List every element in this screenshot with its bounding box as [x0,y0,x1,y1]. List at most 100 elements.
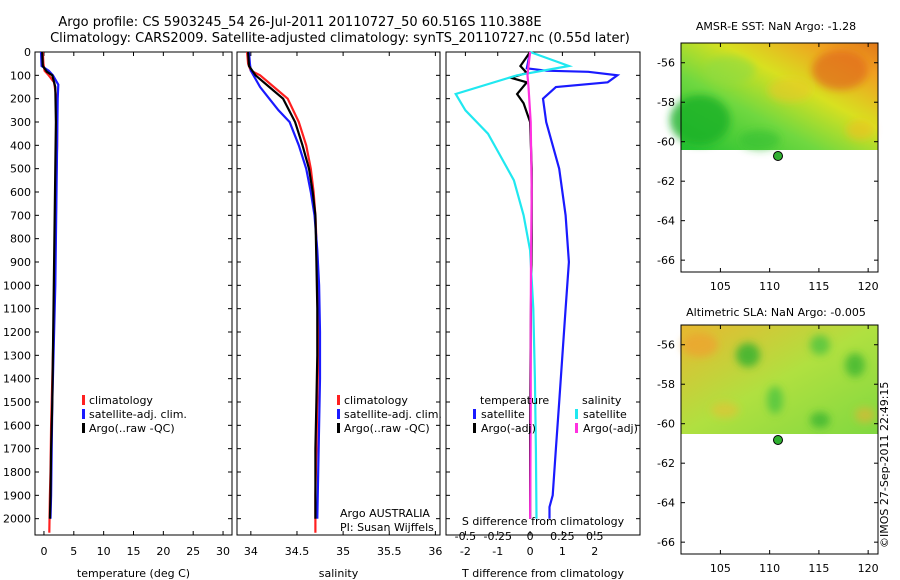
title-line-1: Argo profile: CS 5903245_54 26-Jul-2011 … [58,15,541,30]
map-x-tick-label: 105 [710,562,731,575]
depth-tick-label: 200 [10,93,31,106]
depth-tick-label: 1600 [3,419,31,432]
map-y-tick-label: -60 [657,418,675,431]
x-tick-label: 10 [97,545,111,558]
x-tick-label: -2 [460,545,471,558]
x-tick-label: 15 [127,545,141,558]
annotation-argo-australia: Argo AUSTRALIA [340,507,430,520]
x-tick-label: 35 [336,545,350,558]
legend-label: satellite [583,408,627,421]
x2-tick-label: 0.25 [550,530,575,543]
x-tick-label: 30 [216,545,230,558]
depth-tick-label: 2000 [3,513,31,526]
sla-map-title: Altimetric SLA: NaN Argo: -0.005 [686,306,866,319]
x-tick-label: 34.5 [285,545,310,558]
sst-argo-marker [773,151,783,161]
depth-tick-label: 1800 [3,466,31,479]
x-tick-label: 1 [559,545,566,558]
sla-argo-marker [773,435,783,445]
legend-swatch [337,409,340,419]
map-y-tick-label: -64 [657,215,675,228]
series-climatology [246,51,320,533]
sla-map: Altimetric SLA: NaN Argo: -0.005 105 110 1… [657,306,879,575]
series-temperature-argo-adj- [506,51,533,519]
x2-tick-label: 0.5 [586,530,604,543]
x2-tick-label: 0 [527,530,534,543]
temperature-panel-frame [34,51,233,536]
difference-panel-frame [445,51,641,536]
x2-axis-label: S difference from climatology [462,515,625,528]
map-y-tick-label: -62 [657,175,675,188]
legend-swatch [575,409,578,419]
legend-label: climatology [344,394,408,407]
sla-field-texture [682,333,875,428]
temperature-panel: 0100200300400500600700800900100011001200… [3,46,233,580]
depth-tick-label: 1100 [3,303,31,316]
map-x-tick-label: 105 [710,280,731,293]
depth-tick-label: 400 [10,139,31,152]
depth-tick-label: 300 [10,116,31,129]
depth-tick-label: 700 [10,209,31,222]
map-x-tick-label: 120 [858,280,879,293]
series-temperature-satellite [525,51,621,519]
x-tick-label: 0 [40,545,47,558]
x-tick-label: 0 [527,545,534,558]
depth-tick-label: 0 [24,46,31,59]
legend-label: Argo(..raw -QC) [344,422,430,435]
footer-timestamp: ©IMOS 27-Sep-2011 22:49:15 [878,382,891,548]
x-tick-label: 36 [428,545,442,558]
legend-swatch [82,423,85,433]
legend-label: climatology [89,394,153,407]
map-x-tick-label: 115 [808,280,829,293]
legend-swatch [82,409,85,419]
legend-swatch [473,409,476,419]
temperature-panel-xlabel: temperature (deg C) [77,567,190,580]
x-tick-label: 5 [70,545,77,558]
x-tick-label: 34 [244,545,258,558]
sst-map-frame [680,42,879,273]
legend-swatch [82,395,85,405]
sst-map-axes: 105 110 115 120 -56 -58 -60 -62 -64 -66 [657,43,879,293]
sla-map-frame [680,324,879,555]
legend-swatch [337,395,340,405]
sst-map-title: AMSR-E SST: NaN Argo: -1.28 [696,20,856,33]
depth-tick-label: 1900 [3,489,31,502]
map-y-tick-label: -56 [657,57,675,70]
sla-map-axes: 105 110 115 120 -56 -58 -60 -62 -64 -66 [657,325,879,575]
depth-tick-label: 900 [10,256,31,269]
map-x-tick-label: 120 [858,562,879,575]
map-y-tick-label: -58 [657,96,675,109]
map-y-tick-label: -64 [657,497,675,510]
series-satellite-adj-clim- [247,51,322,519]
legend-swatch [575,423,578,433]
x-tick-label: 35.5 [377,545,402,558]
legend-swatch [473,423,476,433]
legend-swatch [337,423,340,433]
series-argo-raw-qc- [41,51,58,519]
map-y-tick-label: -60 [657,136,675,149]
map-y-tick-label: -66 [657,254,675,267]
map-x-tick-label: 115 [808,562,829,575]
map-x-tick-label: 110 [759,562,780,575]
map-x-tick-label: 110 [759,280,780,293]
depth-tick-label: 800 [10,233,31,246]
map-y-tick-label: -58 [657,378,675,391]
series-salinity-argo-adj- [526,51,533,519]
legend-label: Argo(-adj) [481,422,536,435]
depth-tick-label: 1200 [3,326,31,339]
map-y-tick-label: -66 [657,536,675,549]
sst-map: AMSR-E SST: NaN Argo: -1.28 105 110 115 120… [657,20,879,293]
legend-label: Argo(-adj) [583,422,638,435]
legend-label: satellite-adj. clim. [344,408,442,421]
series-argo-raw-qc- [247,51,319,519]
annotation-pi-name: PI: Susan Wijffels [340,521,434,534]
title-line-2: Climatology: CARS2009. Satellite-adjuste… [50,31,630,46]
difference-panel: -2 -1 0 1 2 T difference from climatology S di… [445,50,641,580]
salinity-panel-frame [236,51,441,536]
salinity-panel-xlabel: salinity [319,567,359,580]
depth-tick-label: 1300 [3,349,31,362]
sst-field-texture [670,50,874,150]
x-tick-label: -1 [492,545,503,558]
x-tick-label: 2 [591,545,598,558]
